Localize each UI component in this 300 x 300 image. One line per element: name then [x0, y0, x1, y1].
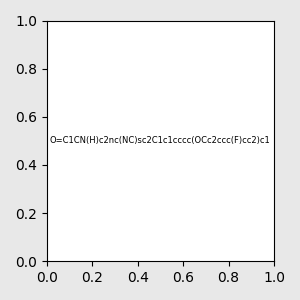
- Text: O=C1CN(H)c2nc(NC)sc2C1c1cccc(OCc2ccc(F)cc2)c1: O=C1CN(H)c2nc(NC)sc2C1c1cccc(OCc2ccc(F)c…: [50, 136, 271, 146]
